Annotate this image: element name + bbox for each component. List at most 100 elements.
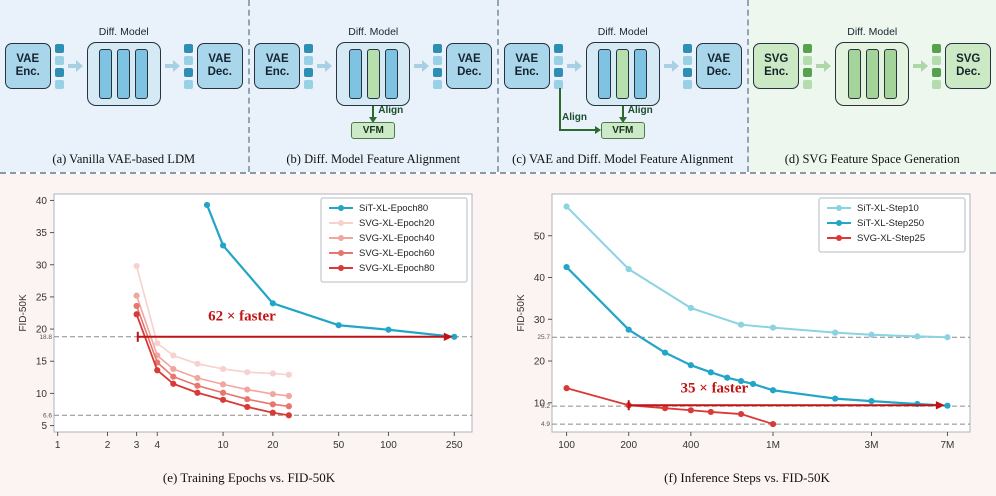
diff-model-label: Diff. Model (847, 26, 898, 38)
svg-text:35: 35 (36, 228, 48, 239)
diff-bar (865, 49, 879, 99)
vae-encoder-box: VAE Enc. (4, 43, 51, 89)
vfm-box: VFM (351, 122, 396, 139)
svg-text:10: 10 (36, 389, 48, 400)
y-axis-label: FID-50K (18, 294, 29, 332)
panel-d: SVG Enc. Diff. Model SVG Dec. (748, 0, 996, 172)
latent-token-stack (932, 43, 942, 89)
svg-encoder-label: SVG Enc. (764, 52, 789, 78)
latent-token-stack (803, 43, 813, 89)
vae-decoder-label: VAE Dec. (706, 52, 731, 78)
token (932, 55, 942, 65)
vae-encoder-box: VAE Enc. (254, 43, 301, 89)
vfm-box: VFM (600, 122, 645, 139)
svg-text:100: 100 (558, 440, 575, 451)
token (682, 43, 692, 53)
svg-text:100: 100 (380, 440, 397, 451)
flow-arrow-icon (67, 60, 83, 72)
series-SVG-XL-Epoch40 (133, 292, 292, 400)
panel-a: VAE Enc. Diff. Model VAE Dec. (0, 0, 250, 172)
vae-encoder-label: VAE Enc. (265, 52, 290, 78)
axes: 5 10 15 20 25 30 35 40 1 2 3 4 10 20 50 100 250 (36, 196, 463, 451)
svg-text:50: 50 (333, 440, 345, 451)
chart-strip: 5 10 15 20 25 30 35 40 1 2 3 4 10 20 50 100 250 FID-50K 18… (0, 174, 996, 496)
latent-token-stack (304, 43, 314, 89)
vae-align-arrowhead-icon (595, 126, 601, 134)
diff-model-group: Diff. Model (336, 26, 411, 106)
speedup-annotation: 35 × faster (627, 380, 945, 411)
series-SVG-XL-Epoch20 (133, 262, 292, 378)
svg-text:15: 15 (36, 357, 48, 368)
flow-arrow-icon (816, 60, 832, 72)
chart-f-caption: (f) Inference Steps vs. FID-50K (664, 470, 830, 485)
panel-b-caption: (b) Diff. Model Feature Alignment (286, 152, 461, 166)
svg-text:10: 10 (534, 398, 546, 409)
vae-align-connector (559, 88, 561, 130)
panel-c: VAE Enc. Diff. Model VAE Dec. (499, 0, 749, 172)
svg-text:1M: 1M (766, 440, 780, 451)
token (553, 55, 563, 65)
svg-text:18.8: 18.8 (39, 334, 52, 341)
diff-model-box (86, 42, 161, 106)
diff-bar (634, 49, 648, 99)
aligned-diff-bar (366, 49, 380, 99)
token (932, 43, 942, 53)
svg-text:10: 10 (218, 440, 230, 451)
token (183, 43, 193, 53)
chart-e-canvas: 5 10 15 20 25 30 35 40 1 2 3 4 10 20 50 100 250 FID-50K 18… (18, 193, 473, 451)
token (682, 79, 692, 89)
token (553, 67, 563, 77)
svg-text:6.6: 6.6 (43, 412, 52, 419)
diff-model-box (835, 42, 910, 106)
svg-text:400: 400 (683, 440, 700, 451)
token (682, 55, 692, 65)
align-arrow-icon (369, 106, 378, 123)
series-SiT-XL-Epoch80 (203, 201, 458, 340)
svg-text:40: 40 (36, 196, 48, 207)
token (803, 43, 813, 53)
series-SiT-XL-Step250 (563, 263, 951, 409)
token (54, 43, 64, 53)
legend-label: SVG-XL-Epoch40 (359, 233, 435, 244)
legend-label: SVG-XL-Epoch80 (359, 263, 435, 274)
svg-text:20: 20 (534, 357, 546, 368)
token (183, 55, 193, 65)
panel-c-caption: (c) VAE and Diff. Model Feature Alignmen… (512, 152, 734, 166)
diff-bar (135, 49, 149, 99)
diff-model-group: Diff. Model (585, 26, 660, 106)
flow-arrow-icon (414, 60, 430, 72)
latent-token-stack (54, 43, 64, 89)
svg-text:50: 50 (534, 231, 546, 242)
token (932, 79, 942, 89)
diff-model-label: Diff. Model (98, 26, 149, 38)
svg-text:25.7: 25.7 (537, 334, 550, 341)
legend-label: SVG-XL-Epoch60 (359, 248, 435, 259)
diff-model-box (585, 42, 660, 106)
token (433, 67, 443, 77)
svg-text:4.9: 4.9 (541, 421, 550, 428)
svg-text:25: 25 (36, 292, 48, 303)
svg-text:1: 1 (55, 440, 61, 451)
diff-model-label: Diff. Model (348, 26, 399, 38)
vae-decoder-box: VAE Dec. (695, 43, 742, 89)
svg-decoder-box: SVG Dec. (945, 43, 992, 89)
vae-align-connector (559, 129, 595, 131)
token (54, 79, 64, 89)
diff-bar (847, 49, 861, 99)
svg-text:9.2: 9.2 (541, 403, 550, 410)
align-label: Align (562, 112, 587, 123)
token (682, 67, 692, 77)
legend-label: SiT-XL-Epoch80 (359, 203, 428, 214)
diff-bar (883, 49, 897, 99)
series-SVG-XL-Epoch60 (133, 302, 292, 410)
panel-d-flow: SVG Enc. Diff. Model SVG Dec. (749, 26, 996, 106)
chart-e-caption: (e) Training Epochs vs. FID-50K (162, 470, 336, 485)
svg-text:40: 40 (534, 273, 546, 284)
diff-bar (598, 49, 612, 99)
align-label: Align (378, 105, 404, 116)
token (433, 55, 443, 65)
legend-label: SiT-XL-Step250 (857, 218, 924, 229)
svg-text:7M: 7M (941, 440, 955, 451)
svg-text:200: 200 (620, 440, 637, 451)
diff-bar (117, 49, 131, 99)
